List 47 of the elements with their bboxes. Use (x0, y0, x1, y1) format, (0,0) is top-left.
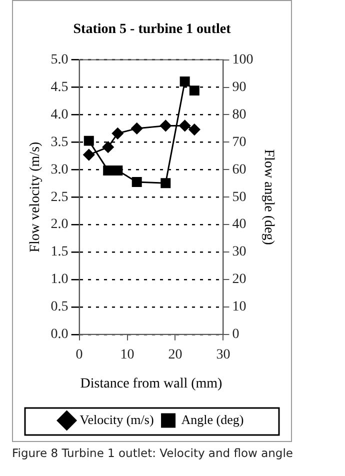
y2-tick-label: 90 (232, 80, 246, 95)
y2-tick-label: 100 (232, 52, 254, 68)
y2-tick-label: 70 (232, 134, 246, 150)
y-tick-label: 3.0 (50, 162, 68, 178)
x-tick-label: 10 (120, 347, 134, 362)
y2-tick-label: 10 (232, 300, 246, 315)
point (112, 128, 124, 140)
y2-axis-title: Flow angle (deg) (260, 149, 276, 246)
y-tick-label: 1.0 (50, 272, 68, 288)
x-axis-title: Distance from wall (mm) (80, 376, 223, 392)
y-tick-label: 3.5 (50, 134, 68, 150)
y-tick-label: 0.5 (50, 300, 68, 315)
point (180, 76, 190, 86)
point (102, 141, 114, 153)
y-tick-label: 4.0 (50, 107, 68, 122)
y2-tick-label: 50 (232, 190, 246, 205)
legend-label: Velocity (m/s) (80, 412, 154, 427)
y2-tick-label: 20 (232, 272, 246, 288)
y2-tick-label: 0 (232, 327, 240, 342)
y2-tick-label: 30 (232, 244, 246, 260)
point (84, 136, 94, 146)
point (112, 165, 123, 176)
y-tick-label: 4.5 (50, 80, 68, 95)
x-tick-label: 30 (216, 347, 230, 362)
y2-tick-label: 60 (232, 162, 246, 178)
x-tick-label: 20 (168, 347, 182, 362)
y-tick-label: 2.0 (50, 217, 68, 232)
point (179, 120, 191, 132)
point (160, 178, 171, 188)
point (188, 124, 200, 136)
y2-tick-label: 40 (232, 217, 246, 232)
point (131, 122, 143, 134)
point (160, 120, 172, 132)
x-tick-label: 0 (76, 347, 83, 362)
legend-label: Angle (deg) (181, 412, 244, 427)
point (83, 149, 95, 161)
y-tick-label: 2.5 (50, 190, 68, 205)
point (132, 177, 142, 187)
y-tick-label: 5.0 (50, 52, 68, 68)
y-tick-label: 1.5 (50, 244, 68, 260)
y-tick-label: 0.0 (50, 327, 68, 342)
y2-tick-label: 80 (232, 107, 246, 122)
chart-title: Station 5 - turbine 1 outlet (73, 22, 232, 38)
point (103, 165, 114, 176)
y-axis-title: Flow velocity (m/s) (28, 142, 44, 252)
caption: Figure 8 Turbine 1 outlet: Velocity and flow angle (12, 446, 293, 460)
point (189, 86, 200, 96)
